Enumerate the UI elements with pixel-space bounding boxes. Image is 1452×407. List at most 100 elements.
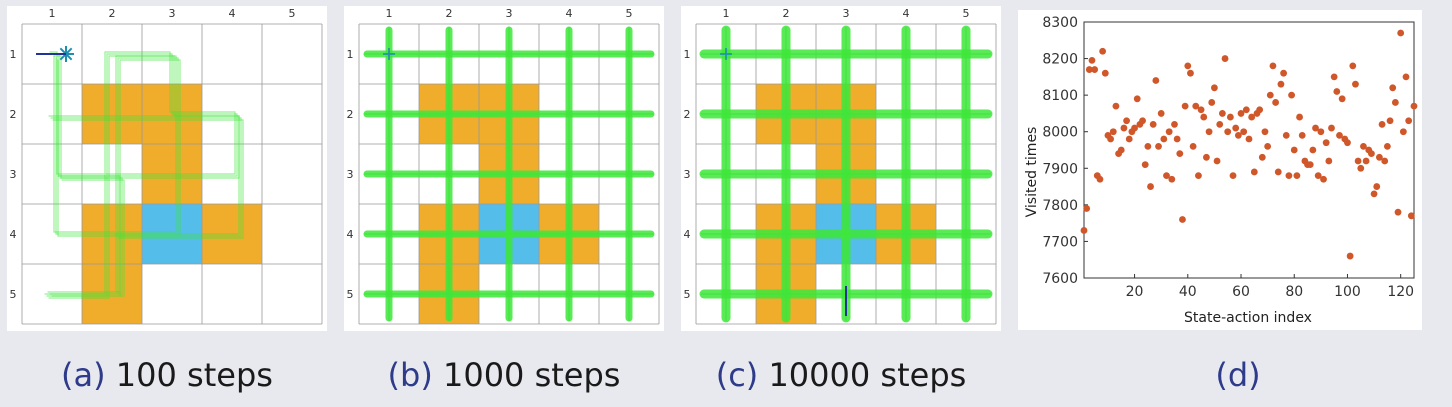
- data-point: [1242, 106, 1250, 114]
- data-point: [1083, 205, 1091, 212]
- trajectory-stroke: [50, 117, 242, 237]
- column-label: 4: [566, 7, 573, 20]
- grid-svg: 1 2 3 4 5 1 2 3 4 5: [347, 7, 660, 325]
- data-point: [1354, 157, 1362, 165]
- data-point: [1088, 57, 1096, 64]
- data-point: [1402, 73, 1410, 81]
- trajectory-stroke: [44, 51, 236, 295]
- column-label: 5: [963, 7, 970, 20]
- trajectory: [44, 51, 244, 299]
- data-point: [1306, 161, 1314, 169]
- data-point: [1322, 139, 1330, 147]
- trajectory: [699, 25, 993, 323]
- column-label: 3: [169, 7, 176, 20]
- data-point: [1362, 157, 1370, 165]
- data-point: [1338, 95, 1346, 103]
- grid-svg: 1 2 3 4 5 1 2 3 4 5: [10, 7, 323, 325]
- column-label: 2: [109, 7, 116, 20]
- data-point: [1309, 146, 1317, 154]
- row-label: 1: [10, 48, 17, 61]
- row-label: 2: [684, 108, 691, 121]
- data-point: [1296, 113, 1303, 121]
- x-tick-label: 80: [1285, 284, 1303, 300]
- data-point: [1147, 183, 1154, 190]
- data-point: [1274, 168, 1282, 176]
- data-point: [1168, 175, 1176, 183]
- data-point: [1256, 106, 1264, 114]
- data-point: [1349, 62, 1357, 70]
- data-point: [1399, 128, 1407, 136]
- y-tick-label: 8000: [1042, 125, 1078, 141]
- data-point: [1181, 102, 1189, 110]
- data-point: [1218, 110, 1226, 117]
- caption-d: (d): [1078, 356, 1398, 394]
- column-label: 2: [446, 7, 453, 20]
- row-label: 4: [684, 228, 691, 241]
- data-point: [1325, 157, 1333, 165]
- data-point: [1176, 150, 1184, 158]
- data-point: [1386, 117, 1394, 125]
- column-label: 3: [506, 7, 513, 20]
- data-point: [1370, 190, 1378, 198]
- data-point: [1173, 135, 1181, 143]
- trajectory-stroke: [48, 115, 240, 235]
- data-point: [1376, 153, 1383, 161]
- column-label: 1: [386, 7, 393, 20]
- agent-marker-icon: [383, 48, 395, 60]
- data-point: [1205, 128, 1213, 136]
- data-point: [1407, 212, 1415, 220]
- data-point: [1330, 73, 1338, 81]
- data-point: [1280, 69, 1287, 77]
- data-point: [1234, 131, 1242, 139]
- trajectory-stroke: [52, 119, 244, 239]
- plot-frame: [1083, 21, 1415, 279]
- y-tick-label: 8300: [1042, 15, 1078, 31]
- x-axis-label: State-action index: [1184, 310, 1312, 326]
- data-point: [1099, 47, 1107, 55]
- data-point: [1216, 121, 1224, 128]
- data-point: [1381, 157, 1389, 165]
- data-point: [1184, 62, 1192, 70]
- row-label: 4: [347, 228, 354, 241]
- row-label: 2: [10, 108, 17, 121]
- data-point: [1373, 183, 1381, 190]
- data-point: [1163, 172, 1170, 180]
- data-point: [1125, 135, 1133, 143]
- grid-panel-1000-steps: 1 2 3 4 5 1 2 3 4 5: [344, 6, 664, 331]
- data-point: [1293, 172, 1301, 180]
- trajectory-stroke: [49, 177, 123, 295]
- data-point: [1336, 131, 1343, 139]
- row-label: 1: [347, 48, 354, 61]
- data-point: [1266, 91, 1274, 99]
- data-point: [1378, 121, 1386, 128]
- data-point: [1394, 208, 1402, 216]
- data-point: [1152, 77, 1160, 84]
- data-point: [1232, 124, 1240, 132]
- data-point: [1320, 175, 1327, 183]
- data-point: [1160, 135, 1168, 143]
- data-point: [1157, 110, 1165, 117]
- data-point: [1317, 128, 1325, 136]
- data-point: [1155, 142, 1162, 150]
- data-point: [1264, 142, 1272, 150]
- data-point: [1109, 128, 1117, 136]
- caption-b: (b) 1000 steps: [344, 356, 664, 394]
- data-point: [1226, 113, 1234, 121]
- caption-a: (a) 100 steps: [7, 356, 327, 394]
- y-tick-label: 8200: [1042, 52, 1078, 68]
- caption-tag: (a): [61, 356, 106, 394]
- x-tick-label: 100: [1334, 284, 1361, 300]
- trajectory-stroke: [51, 179, 125, 297]
- data-point: [1314, 172, 1322, 180]
- data-point: [1298, 131, 1306, 139]
- y-tick-label: 8100: [1042, 88, 1078, 104]
- caption-tag: (d): [1215, 356, 1261, 394]
- column-label: 1: [49, 7, 56, 20]
- caption-text: 1000 steps: [442, 356, 621, 394]
- data-point: [1333, 88, 1341, 95]
- data-point: [1080, 227, 1088, 234]
- data-point: [1096, 175, 1104, 183]
- data-point: [1389, 84, 1397, 92]
- column-label: 3: [843, 7, 850, 20]
- data-point: [1277, 80, 1285, 88]
